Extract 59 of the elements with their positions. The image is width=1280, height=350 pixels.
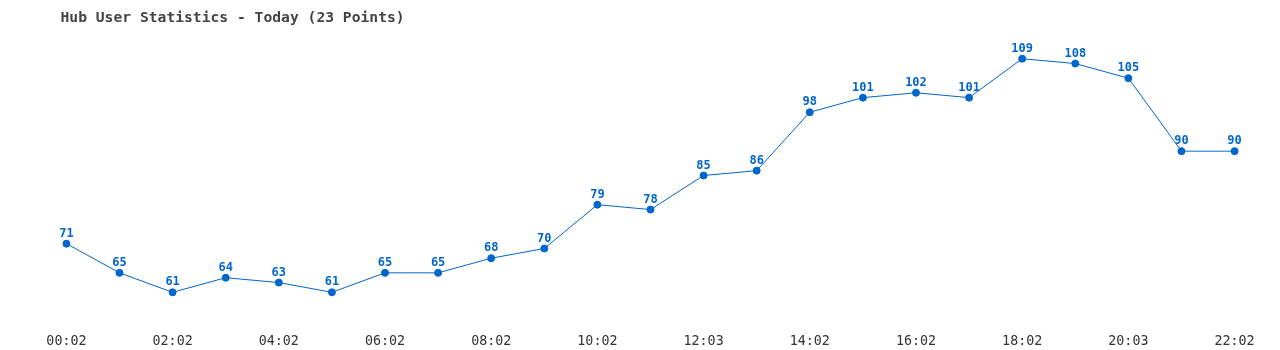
data-label: 78 (643, 191, 658, 206)
data-label: 70 (537, 230, 552, 245)
chart-title: Hub User Statistics - Today (23 Points) (60, 7, 405, 25)
data-label: 68 (483, 240, 499, 255)
data-label: 101 (852, 79, 874, 94)
point (805, 108, 814, 117)
point (274, 278, 283, 287)
point (168, 288, 177, 297)
point (965, 93, 974, 102)
x-tick-label: 06:02 (364, 332, 406, 348)
point (62, 239, 71, 248)
point (1124, 74, 1133, 83)
data-label: 85 (696, 157, 711, 172)
data-label: 108 (1064, 45, 1087, 60)
point (327, 288, 336, 297)
x-tick-label: 16:02 (895, 332, 937, 348)
data-label: 101 (958, 79, 980, 94)
point (699, 171, 708, 180)
point (858, 93, 867, 102)
data-label: 61 (165, 274, 180, 289)
point (752, 166, 761, 175)
point (1018, 54, 1027, 63)
data-label: 86 (749, 152, 764, 167)
data-label: 105 (1117, 60, 1140, 75)
point (1177, 147, 1186, 156)
data-label: 90 (1227, 133, 1242, 148)
point (911, 88, 920, 97)
data-label: 64 (218, 259, 233, 274)
data-label: 102 (905, 74, 927, 89)
point (115, 268, 124, 277)
x-tick-label: 22:02 (1214, 332, 1255, 348)
point (593, 200, 602, 209)
data-label: 90 (1174, 133, 1189, 148)
x-tick-label: 18:02 (1002, 332, 1043, 348)
x-tick-label: 14:02 (789, 332, 830, 348)
data-label: 65 (430, 254, 446, 269)
x-tick-label: 04:02 (258, 332, 299, 348)
data-label: 63 (271, 264, 287, 279)
data-label: 65 (377, 254, 393, 269)
data-label: 109 (1011, 40, 1034, 55)
point (1230, 147, 1239, 156)
point (646, 205, 655, 214)
point (221, 273, 230, 282)
point (487, 254, 496, 263)
x-tick-label: 02:02 (152, 332, 193, 348)
data-label: 79 (590, 186, 605, 201)
point (434, 268, 443, 277)
data-label: 65 (112, 254, 127, 269)
x-tick-label: 00:02 (46, 332, 87, 348)
x-tick-label: 12:03 (683, 332, 724, 348)
data-label: 71 (59, 225, 74, 240)
x-tick-label: 08:02 (471, 332, 512, 348)
x-tick-label: 10:02 (577, 332, 618, 348)
data-label: 98 (802, 94, 818, 109)
point (1071, 59, 1080, 68)
point (381, 268, 390, 277)
data-label: 61 (324, 274, 340, 289)
point (540, 244, 549, 253)
x-tick-label: 20:03 (1108, 332, 1149, 348)
